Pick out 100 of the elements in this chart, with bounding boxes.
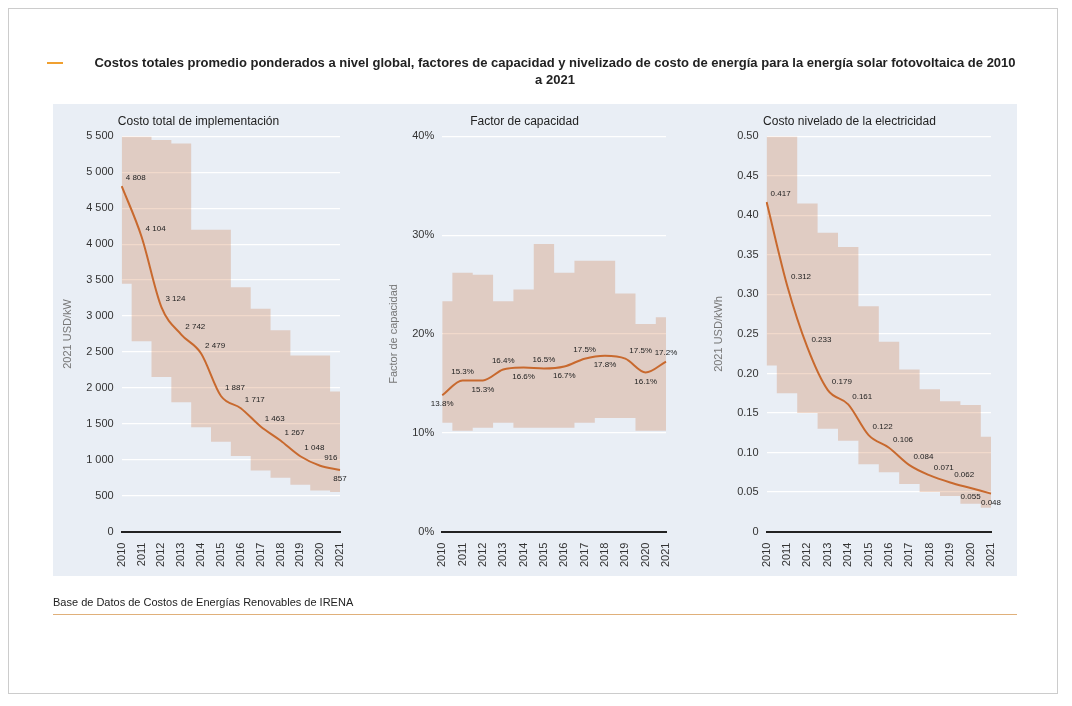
x-tick-label: 2017 xyxy=(253,542,266,568)
data-label: 3 124 xyxy=(165,294,186,304)
y-tick-label: 40% xyxy=(411,129,434,142)
data-label: 17.8% xyxy=(593,359,616,369)
x-tick-label: 2011 xyxy=(455,542,468,567)
x-tick-label: 2020 xyxy=(313,542,326,568)
x-tick-label: 2018 xyxy=(597,542,610,568)
x-tick-label: 2019 xyxy=(617,542,630,568)
data-label: 4 808 xyxy=(125,173,147,183)
data-label: 15.3% xyxy=(471,384,494,394)
data-label: 0.179 xyxy=(831,377,853,387)
y-tick-label: 0 xyxy=(752,524,759,537)
x-tick-label: 2020 xyxy=(963,542,976,568)
x-tick-label: 2015 xyxy=(213,542,226,568)
y-tick-label: 10% xyxy=(411,425,434,438)
data-label: 1 267 xyxy=(284,427,306,437)
data-label: 16.4% xyxy=(491,355,515,365)
data-label: 0.161 xyxy=(852,391,873,401)
x-tick-label: 2017 xyxy=(577,542,590,568)
y-tick-label: 3 000 xyxy=(86,309,114,322)
y-tick-label: 0% xyxy=(417,524,434,537)
y-tick-label: 0.40 xyxy=(737,208,759,221)
y-tick-label: 2 500 xyxy=(86,344,114,357)
x-tick-label: 2012 xyxy=(475,542,488,568)
data-label: 17.2% xyxy=(654,347,677,357)
y-tick-label: 4 500 xyxy=(86,201,114,214)
data-label: 13.8% xyxy=(430,399,454,409)
chart-title: Factor de capacidad xyxy=(469,113,579,128)
data-label: 1 463 xyxy=(264,413,286,423)
line-series xyxy=(440,354,667,397)
y-tick-label: 1 500 xyxy=(86,416,114,429)
y-tick-label: 30% xyxy=(411,228,434,241)
x-tick-label: 2010 xyxy=(434,542,447,568)
x-tick-label: 2015 xyxy=(536,542,549,568)
data-label: 0.122 xyxy=(872,422,894,432)
data-label: 0.312 xyxy=(791,272,812,282)
x-tick-label: 2018 xyxy=(922,542,935,568)
data-label: 0.106 xyxy=(893,434,914,444)
x-tick-label: 2010 xyxy=(759,542,772,568)
y-tick-label: 0.05 xyxy=(737,485,759,498)
x-tick-label: 2013 xyxy=(495,542,508,568)
x-tick-label: 2018 xyxy=(273,542,286,568)
data-label: 16.5% xyxy=(532,354,555,364)
x-tick-label: 2014 xyxy=(516,542,529,568)
data-label: 16.1% xyxy=(633,376,657,386)
data-label: 2 479 xyxy=(205,340,226,350)
data-label: 0.084 xyxy=(913,452,934,462)
chart-title: Costo total de implementación xyxy=(117,113,280,128)
x-tick-label: 2016 xyxy=(882,542,895,568)
y-tick-label: 0.50 xyxy=(737,129,759,142)
y-tick-label: 0.20 xyxy=(737,366,759,379)
line-series xyxy=(765,200,992,495)
data-label: 2 742 xyxy=(185,321,206,331)
y-tick-label: 20% xyxy=(411,327,434,339)
x-tick-label: 2016 xyxy=(233,542,246,568)
y-tick-label: 0.25 xyxy=(737,327,759,339)
data-label: 857 xyxy=(333,474,348,484)
x-tick-label: 2019 xyxy=(293,542,306,568)
y-tick-label: 0.45 xyxy=(737,168,759,181)
text: Base de Datos de Costos de Energías Renovables de IRENA xyxy=(52,595,355,610)
data-label: 0.048 xyxy=(980,497,1002,507)
x-tick-label: 2020 xyxy=(638,542,651,568)
data-label: 17.5% xyxy=(628,345,652,355)
data-label: 1 048 xyxy=(304,443,325,453)
x-tick-label: 2011 xyxy=(780,542,793,567)
y-tick-label: 1 000 xyxy=(86,452,114,465)
data-label: 16.6% xyxy=(511,371,535,381)
x-tick-label: 2014 xyxy=(194,542,207,568)
data-label: 0.055 xyxy=(960,492,982,502)
y-tick-label: 3 500 xyxy=(86,273,114,286)
data-label: 1 887 xyxy=(224,383,246,393)
text: Costos totales promedio ponderados a nivel global, factores de capacidad y nivelizado de costo de energía para la energía solar fotovoltaica de 2010 a 2021 xyxy=(93,54,1017,88)
y-tick-label: 0.35 xyxy=(737,247,759,260)
data-label: 0.417 xyxy=(770,189,792,199)
x-tick-label: 2021 xyxy=(984,542,997,568)
x-tick-label: 2017 xyxy=(902,542,915,568)
data-label: 0.062 xyxy=(954,469,975,479)
x-tick-label: 2014 xyxy=(841,542,854,568)
x-tick-label: 2019 xyxy=(943,542,956,568)
data-label: 0.071 xyxy=(933,462,955,472)
x-tick-label: 2013 xyxy=(820,542,833,568)
y-tick-label: 500 xyxy=(95,488,114,501)
y-tick-label: 0.30 xyxy=(737,287,759,300)
x-tick-label: 2015 xyxy=(861,542,874,568)
x-tick-label: 2013 xyxy=(174,542,187,568)
x-tick-label: 2011 xyxy=(134,542,147,567)
x-tick-label: 2012 xyxy=(154,542,167,568)
data-label: 1 717 xyxy=(244,395,266,405)
x-tick-label: 2016 xyxy=(556,542,569,568)
y-tick-label: 4 000 xyxy=(86,237,114,250)
data-label: 4 104 xyxy=(145,223,167,233)
x-tick-label: 2021 xyxy=(658,542,671,568)
chart-title: Costo nivelado de la electricidad xyxy=(763,113,936,128)
x-tick-label: 2012 xyxy=(800,542,813,568)
y-tick-label: 0.15 xyxy=(737,406,759,419)
data-label: 15.3% xyxy=(450,366,474,376)
data-label: 0.233 xyxy=(811,334,832,344)
y-tick-label: 5 500 xyxy=(86,129,114,142)
y-axis-title: 2021 USD/kW xyxy=(60,298,73,369)
data-label: 17.5% xyxy=(572,344,596,354)
